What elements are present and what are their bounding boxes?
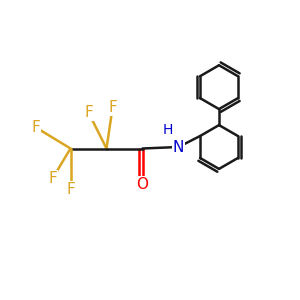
Text: F: F	[66, 182, 75, 196]
Text: F: F	[108, 100, 117, 116]
Text: N: N	[173, 140, 184, 154]
Text: H: H	[163, 124, 173, 137]
Text: O: O	[136, 177, 148, 192]
Text: F: F	[48, 171, 57, 186]
Text: F: F	[84, 105, 93, 120]
Text: F: F	[32, 120, 40, 135]
